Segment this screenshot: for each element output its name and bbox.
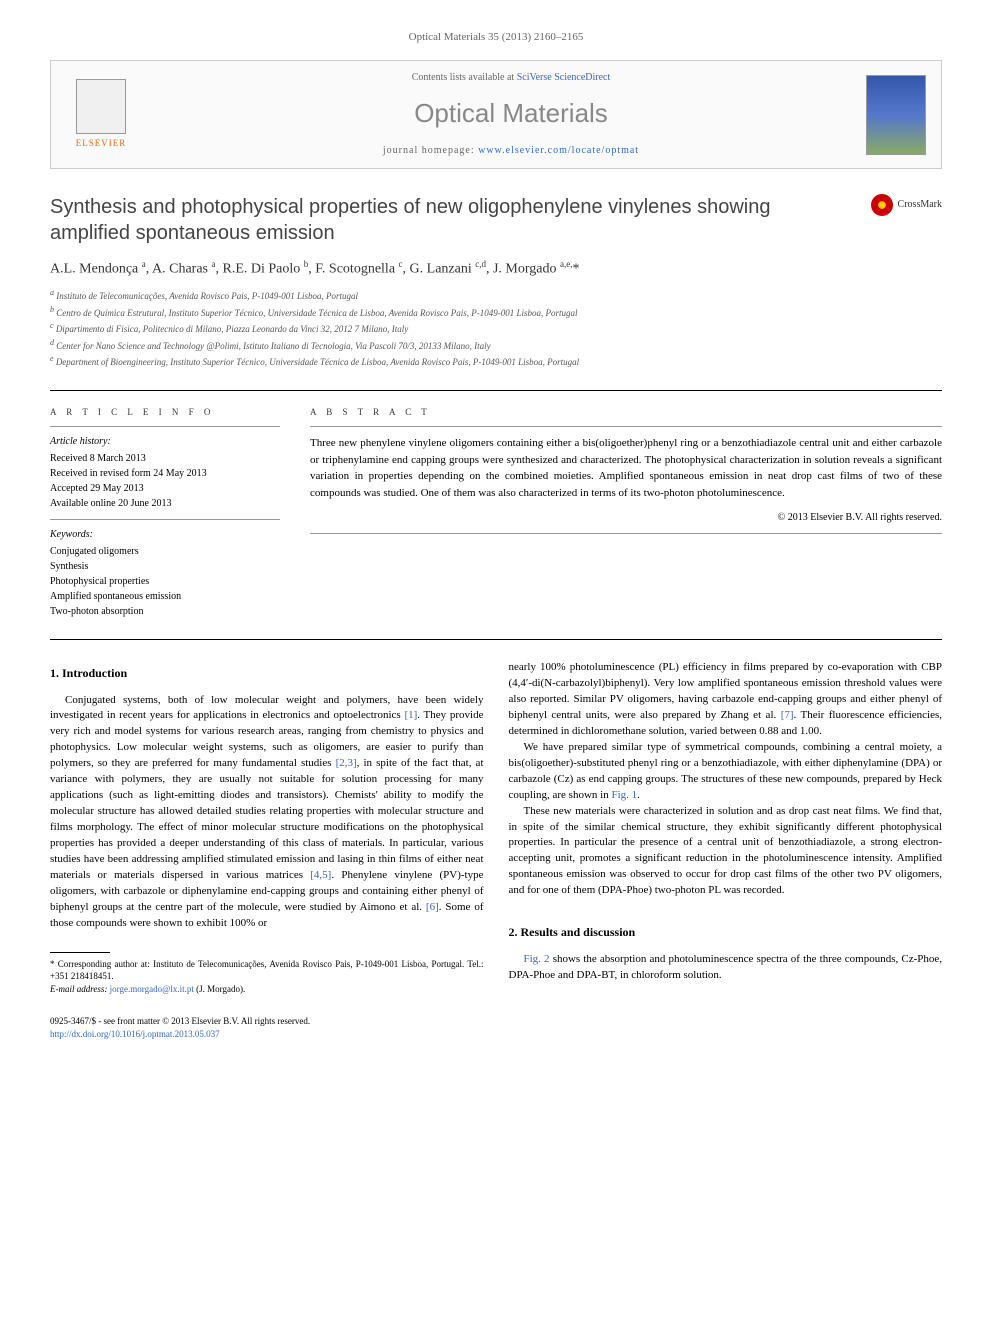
- homepage-link[interactable]: www.elsevier.com/locate/optmat: [478, 145, 639, 156]
- section-1-heading: 1. Introduction: [50, 665, 484, 682]
- history-item: Received in revised form 24 May 2013: [50, 466, 280, 481]
- journal-name: Optical Materials: [156, 95, 866, 131]
- fig2-link[interactable]: Fig. 2: [524, 953, 550, 965]
- affiliation-item: a Instituto de Telecomunicações, Avenida…: [50, 287, 942, 304]
- contents-line: Contents lists available at SciVerse Sci…: [156, 71, 866, 85]
- affiliation-item: e Department of Bioengineering, Institut…: [50, 353, 942, 370]
- elsevier-tree-icon: [76, 79, 126, 134]
- article-header: Synthesis and photophysical properties o…: [50, 194, 942, 370]
- homepage-line: journal homepage: www.elsevier.com/locat…: [156, 144, 866, 158]
- email-line: E-mail address: jorge.morgado@lx.it.pt (…: [50, 983, 484, 996]
- col2-p4-b: shows the absorption and photoluminescen…: [509, 953, 943, 981]
- intro-text-c: , in spite of the fact that, at variance…: [50, 757, 484, 881]
- email-label: E-mail address:: [50, 984, 110, 994]
- affiliation-item: c Dipartimento di Fisica, Politecnico di…: [50, 320, 942, 337]
- article-info: A R T I C L E I N F O Article history: R…: [50, 406, 280, 620]
- col2-p2-a: We have prepared similar type of symmetr…: [509, 741, 943, 801]
- sciencedirect-link[interactable]: SciVerse ScienceDirect: [517, 72, 611, 83]
- keyword-item: Amplified spontaneous emission: [50, 589, 280, 604]
- body-column-right: nearly 100% photoluminescence (PL) effic…: [509, 660, 943, 1040]
- abstract-copyright: © 2013 Elsevier B.V. All rights reserved…: [310, 511, 942, 525]
- corresponding-author-note: * Corresponding author at: Instituto de …: [50, 958, 484, 983]
- abstract-block: A B S T R A C T Three new phenylene viny…: [310, 406, 942, 620]
- affiliations: a Instituto de Telecomunicações, Avenida…: [50, 287, 942, 370]
- keyword-item: Photophysical properties: [50, 574, 280, 589]
- info-divider-1: [50, 426, 280, 427]
- keyword-item: Synthesis: [50, 559, 280, 574]
- crossmark-icon: [871, 194, 893, 216]
- info-divider-2: [50, 519, 280, 520]
- col2-p2: We have prepared similar type of symmetr…: [509, 740, 943, 804]
- abstract-text: Three new phenylene vinylene oligomers c…: [310, 435, 942, 501]
- masthead: ELSEVIER Contents lists available at Sci…: [50, 60, 942, 168]
- history-item: Available online 20 June 2013: [50, 496, 280, 511]
- info-heading: A R T I C L E I N F O: [50, 406, 280, 419]
- article-title: Synthesis and photophysical properties o…: [50, 194, 856, 246]
- email-link[interactable]: jorge.morgado@lx.it.pt: [110, 984, 194, 994]
- col2-p3: These new materials were characterized i…: [509, 804, 943, 900]
- divider-top: [50, 390, 942, 391]
- ref-link-23[interactable]: [2,3]: [336, 757, 357, 769]
- abstract-heading: A B S T R A C T: [310, 406, 942, 419]
- body-columns: 1. Introduction Conjugated systems, both…: [50, 660, 942, 1040]
- doi-link[interactable]: http://dx.doi.org/10.1016/j.optmat.2013.…: [50, 1029, 220, 1039]
- ref-link-7[interactable]: [7]: [781, 709, 794, 721]
- affiliation-item: b Centro de Química Estrutural, Institut…: [50, 304, 942, 321]
- history-label: Article history:: [50, 435, 280, 449]
- crossmark-label: CrossMark: [898, 198, 942, 212]
- journal-cover-thumb[interactable]: [866, 75, 926, 155]
- col2-p1: nearly 100% photoluminescence (PL) effic…: [509, 660, 943, 740]
- footnote-divider: [50, 952, 110, 953]
- info-abstract-row: A R T I C L E I N F O Article history: R…: [50, 406, 942, 620]
- header-citation: Optical Materials 35 (2013) 2160–2165: [50, 30, 942, 45]
- contents-prefix: Contents lists available at: [412, 72, 517, 83]
- footer-block: 0925-3467/$ - see front matter © 2013 El…: [50, 1015, 484, 1040]
- col2-p4: Fig. 2 shows the absorption and photolum…: [509, 952, 943, 984]
- abstract-divider: [310, 426, 942, 427]
- elsevier-logo[interactable]: ELSEVIER: [66, 75, 136, 155]
- issn-line: 0925-3467/$ - see front matter © 2013 El…: [50, 1015, 484, 1028]
- keywords-label: Keywords:: [50, 528, 280, 542]
- history-item: Received 8 March 2013: [50, 451, 280, 466]
- keyword-item: Two-photon absorption: [50, 604, 280, 619]
- history-item: Accepted 29 May 2013: [50, 481, 280, 496]
- elsevier-label: ELSEVIER: [76, 137, 127, 150]
- section-2-heading: 2. Results and discussion: [509, 924, 943, 941]
- abstract-divider-bottom: [310, 533, 942, 534]
- ref-link-6[interactable]: [6]: [426, 901, 439, 913]
- col2-p2-b: .: [637, 789, 640, 801]
- authors-line: A.L. Mendonça a, A. Charas a, R.E. Di Pa…: [50, 258, 942, 279]
- masthead-center: Contents lists available at SciVerse Sci…: [156, 71, 866, 157]
- keyword-item: Conjugated oligomers: [50, 544, 280, 559]
- body-column-left: 1. Introduction Conjugated systems, both…: [50, 660, 484, 1040]
- crossmark-badge[interactable]: CrossMark: [871, 194, 942, 216]
- homepage-prefix: journal homepage:: [383, 145, 478, 156]
- ref-link-1[interactable]: [1]: [404, 709, 417, 721]
- affiliation-item: d Center for Nano Science and Technology…: [50, 337, 942, 354]
- divider-mid: [50, 639, 942, 640]
- fig1-link[interactable]: Fig. 1: [611, 789, 637, 801]
- email-suffix: (J. Morgado).: [194, 984, 245, 994]
- ref-link-45[interactable]: [4,5]: [310, 869, 331, 881]
- intro-paragraph: Conjugated systems, both of low molecula…: [50, 693, 484, 932]
